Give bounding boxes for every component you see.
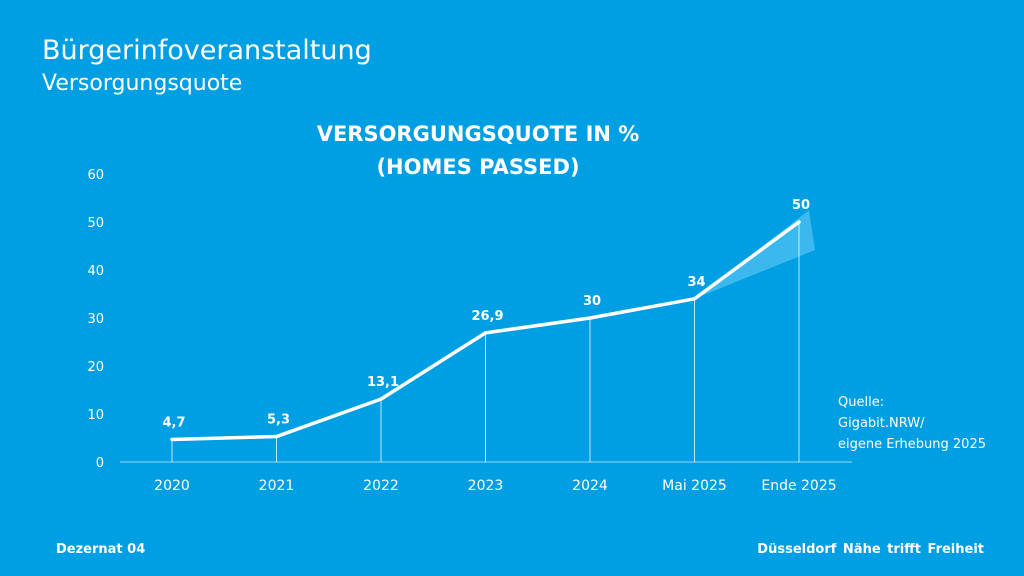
plot-area: 0 10 20 30 40 50 60 4,7 5,3 13,1 26,9 30 34 50 2020 202… bbox=[87, 168, 836, 494]
x-tick-label-3: 2023 bbox=[468, 478, 504, 494]
x-tick-label-1: 2021 bbox=[259, 478, 295, 494]
source-line-1: Gigabit.NRW/ bbox=[838, 416, 925, 431]
y-tick-label-50: 50 bbox=[87, 216, 104, 231]
y-tick-label-60: 60 bbox=[87, 168, 104, 183]
y-tick-label-10: 10 bbox=[87, 408, 104, 423]
slide-title: Bürgerinfoveranstaltung bbox=[42, 35, 372, 66]
source-note: Quelle: Gigabit.NRW/ eigene Erhebung 202… bbox=[838, 392, 986, 455]
y-tick-label-30: 30 bbox=[87, 312, 104, 327]
chart-title-line-2: (HOMES PASSED) bbox=[376, 155, 579, 179]
data-label-2: 13,1 bbox=[367, 375, 399, 390]
x-tick-label-2: 2022 bbox=[363, 478, 399, 494]
source-line-2: eigene Erhebung 2025 bbox=[838, 437, 986, 452]
source-label: Quelle: bbox=[838, 395, 885, 410]
chart-title-line-1: VERSORGUNGSQUOTE IN % bbox=[317, 122, 640, 146]
y-tick-label-20: 20 bbox=[87, 360, 104, 375]
data-label-1: 5,3 bbox=[267, 413, 290, 428]
data-label-0: 4,7 bbox=[162, 415, 185, 430]
y-tick-label-40: 40 bbox=[87, 264, 104, 279]
y-tick-label-0: 0 bbox=[96, 456, 104, 471]
footer-department: Dezernat 04 bbox=[56, 542, 146, 557]
series-line bbox=[170, 220, 801, 442]
x-tick-label-4: 2024 bbox=[572, 478, 608, 494]
x-tick-label-5: Mai 2025 bbox=[662, 478, 727, 494]
data-label-3: 26,9 bbox=[471, 309, 503, 324]
slide-subtitle: Versorgungsquote bbox=[42, 71, 243, 96]
data-label-6: 50 bbox=[792, 198, 810, 213]
footer-slogan: Düsseldorf Nähe trifft Freiheit bbox=[757, 542, 984, 557]
data-label-4: 30 bbox=[583, 294, 601, 309]
x-tick-label-0: 2020 bbox=[154, 478, 190, 494]
x-tick-label-6: Ende 2025 bbox=[761, 478, 836, 494]
data-label-5: 34 bbox=[687, 275, 705, 290]
